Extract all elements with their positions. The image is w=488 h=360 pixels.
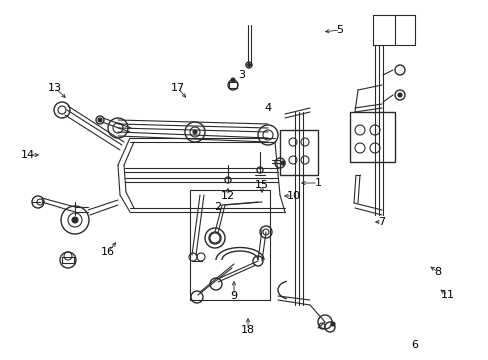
Text: 4: 4: [264, 103, 271, 113]
Text: 7: 7: [378, 217, 385, 227]
Bar: [280, 130, 317, 175]
Text: 9: 9: [230, 291, 237, 301]
Text: 1: 1: [314, 178, 321, 188]
Text: 5: 5: [336, 25, 343, 35]
Text: 14: 14: [21, 150, 35, 160]
Text: 10: 10: [286, 191, 301, 201]
Circle shape: [281, 161, 285, 165]
Circle shape: [230, 78, 235, 82]
Circle shape: [193, 130, 197, 134]
Circle shape: [98, 118, 102, 122]
Text: 16: 16: [101, 247, 115, 257]
Circle shape: [72, 217, 78, 223]
Text: 17: 17: [171, 83, 184, 93]
Text: 13: 13: [48, 83, 62, 93]
Text: 15: 15: [254, 180, 268, 190]
Circle shape: [330, 322, 334, 326]
Text: 2: 2: [214, 202, 221, 212]
Circle shape: [247, 63, 250, 67]
Text: 11: 11: [440, 290, 454, 300]
Text: 6: 6: [411, 340, 418, 350]
Bar: [349, 112, 394, 162]
Text: 8: 8: [433, 267, 441, 277]
Text: 12: 12: [221, 191, 235, 201]
Circle shape: [397, 93, 401, 97]
Text: 3: 3: [238, 70, 245, 80]
Text: 18: 18: [241, 325, 255, 335]
